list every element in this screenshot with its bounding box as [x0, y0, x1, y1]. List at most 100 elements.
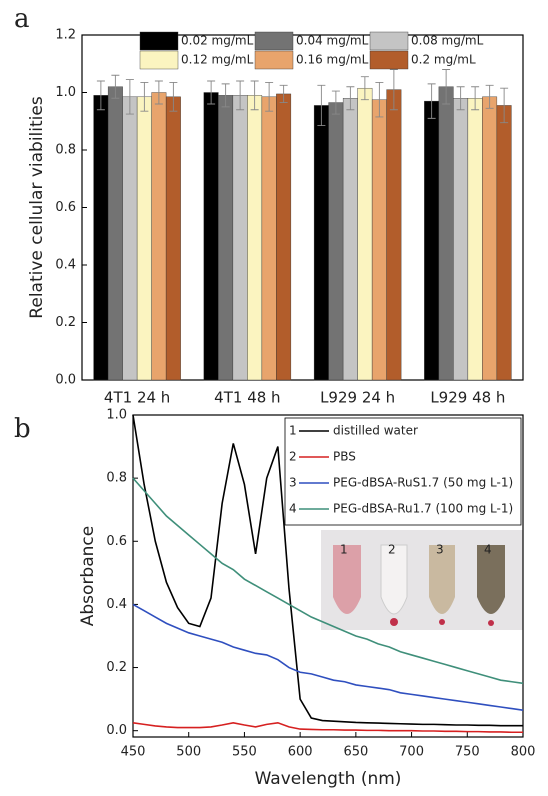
inset-label: 4	[484, 543, 492, 557]
x-tick-label: 4T1 24 h	[104, 389, 170, 407]
x-tick-label: 600	[288, 745, 313, 760]
bar	[107, 86, 123, 381]
bar	[122, 96, 138, 381]
legend-number: 3	[289, 476, 297, 490]
bar	[496, 105, 512, 381]
y-tick-label: 0.6	[106, 534, 127, 549]
legend-box	[284, 417, 522, 526]
panel-label: b	[14, 414, 31, 444]
error-bar	[125, 79, 134, 115]
legend-label: PEG-dBSA-Ru1.7 (100 mg L-1)	[333, 502, 513, 516]
bar	[328, 102, 344, 381]
error-bar	[485, 84, 494, 109]
error-bar	[456, 86, 465, 111]
legend-swatch	[369, 31, 409, 51]
legend-label: 0.16 mg/mL	[296, 53, 369, 67]
error-bar	[427, 83, 436, 119]
legend-label: distilled water	[333, 424, 418, 438]
y-tick-label: 0.4	[55, 258, 76, 273]
legend-label: 0.04 mg/mL	[296, 34, 369, 48]
y-tick-label: 0.0	[55, 373, 76, 388]
error-bar	[442, 69, 451, 105]
y-tick-label: 0.6	[55, 200, 76, 215]
error-bar	[111, 74, 120, 99]
bar	[136, 96, 152, 381]
x-tick-label: 700	[399, 745, 424, 760]
inset-photo	[321, 530, 523, 630]
bar	[482, 96, 498, 381]
legend-number: 4	[289, 502, 297, 516]
legend-swatch	[254, 31, 294, 51]
bar	[276, 93, 292, 381]
y-axis-title: Absorbance	[78, 526, 98, 626]
y-tick-label: 0.0	[106, 723, 127, 738]
error-bar	[207, 80, 216, 105]
y-axis-title: Relative cellular viabilities	[27, 96, 47, 319]
legend-number: 1	[289, 424, 297, 438]
legend-swatch	[139, 50, 179, 70]
error-bar	[279, 84, 288, 104]
error-bar	[471, 86, 480, 111]
bar	[386, 89, 402, 381]
error-bar	[375, 81, 384, 118]
error-bar	[236, 80, 245, 111]
x-tick-label: L929 48 h	[430, 389, 505, 407]
inset-label: 2	[388, 543, 396, 557]
bar	[93, 95, 109, 381]
x-tick-label: L929 24 h	[320, 389, 395, 407]
error-bar	[346, 86, 355, 111]
error-bar	[250, 80, 259, 111]
legend-label: PEG-dBSA-RuS1.7 (50 mg L-1)	[333, 476, 513, 490]
bar	[467, 98, 483, 381]
y-tick-label: 0.2	[106, 660, 127, 675]
bar	[357, 87, 373, 381]
line	[132, 721, 523, 734]
legend-label: 0.12 mg/mL	[181, 53, 254, 67]
bar	[438, 86, 454, 381]
line	[132, 603, 524, 711]
error-bar	[389, 69, 398, 111]
legend-label: 0.2 mg/mL	[411, 53, 476, 67]
bar	[424, 100, 440, 381]
panel-label: a	[14, 4, 30, 34]
y-tick-label: 0.2	[55, 315, 76, 330]
legend-swatch	[369, 50, 409, 70]
y-tick-label: 0.8	[55, 143, 76, 158]
legend-swatch	[254, 50, 294, 70]
legend-swatch	[139, 31, 179, 51]
error-bar	[96, 80, 105, 111]
bar	[165, 96, 181, 381]
error-bar	[265, 81, 274, 112]
bar	[247, 95, 263, 381]
y-tick-label: 1.2	[55, 28, 76, 43]
error-bar	[140, 81, 149, 112]
legend-label: 0.02 mg/mL	[181, 34, 254, 48]
bar	[232, 95, 248, 381]
x-tick-label: 550	[232, 745, 257, 760]
plot-frame	[132, 414, 524, 738]
y-tick-label: 1.0	[106, 408, 127, 423]
bar	[261, 96, 277, 381]
x-tick-label: 4T1 48 h	[214, 389, 280, 407]
inset-label: 1	[340, 543, 348, 557]
y-tick-label: 0.4	[106, 597, 127, 612]
bar	[453, 98, 469, 381]
error-bar	[331, 90, 340, 115]
error-bar	[169, 81, 178, 112]
inset-label: 3	[436, 543, 444, 557]
bar	[371, 99, 387, 381]
x-tick-label: 500	[176, 745, 201, 760]
bar	[218, 95, 234, 381]
bar	[342, 98, 358, 381]
line	[132, 477, 524, 685]
error-bar	[360, 76, 369, 101]
y-tick-label: 1.0	[55, 85, 76, 100]
bar	[203, 92, 219, 381]
bar	[151, 92, 167, 381]
y-tick-label: 0.8	[106, 471, 127, 486]
error-bar	[154, 80, 163, 105]
legend-label: PBS	[333, 450, 356, 464]
legend-number: 2	[289, 450, 297, 464]
x-axis-title: Wavelength (nm)	[255, 769, 402, 789]
